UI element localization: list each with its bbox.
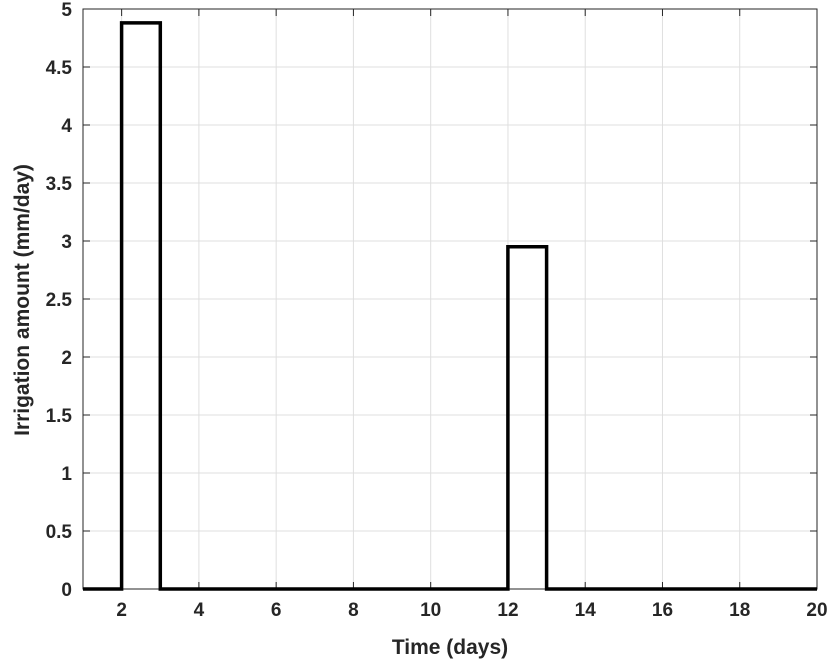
x-tick-label: 6 xyxy=(271,600,282,621)
y-axis-title: Irrigation amount (mm/day) xyxy=(11,164,34,436)
x-axis-title: Time (days) xyxy=(392,636,508,659)
grid xyxy=(83,8,818,590)
x-tick-label: 16 xyxy=(652,600,673,621)
y-tick-label: 4.5 xyxy=(46,58,73,79)
x-tick-label: 2 xyxy=(116,600,127,621)
y-tick-label: 2.5 xyxy=(46,290,73,311)
series-line-0 xyxy=(83,21,817,591)
y-tick-label: 1 xyxy=(61,464,72,485)
y-tick-label: 3 xyxy=(61,232,72,253)
x-tick-label: 20 xyxy=(806,600,827,621)
x-tick-label: 4 xyxy=(194,600,205,621)
y-tick-label: 0.5 xyxy=(46,522,73,543)
x-tick-label: 12 xyxy=(497,600,518,621)
y-tick-label: 0 xyxy=(61,580,72,601)
y-tick-label: 4 xyxy=(61,116,72,137)
x-tick-label: 14 xyxy=(575,600,597,621)
y-tick-label: 3.5 xyxy=(46,174,73,195)
x-tick-label: 18 xyxy=(729,600,750,621)
y-tick-label: 5 xyxy=(61,0,72,21)
series xyxy=(83,21,817,591)
x-tick-label: 8 xyxy=(348,600,359,621)
y-tick-label: 1.5 xyxy=(46,406,73,427)
x-tick-label: 10 xyxy=(420,600,441,621)
y-tick-label: 2 xyxy=(61,348,72,369)
tick-labels: 2 4 6 8 10 12 14 16 18 20 0 0.5 1 1.5 2 2.5 3 3.5 4 4.5 5 xyxy=(46,0,828,621)
